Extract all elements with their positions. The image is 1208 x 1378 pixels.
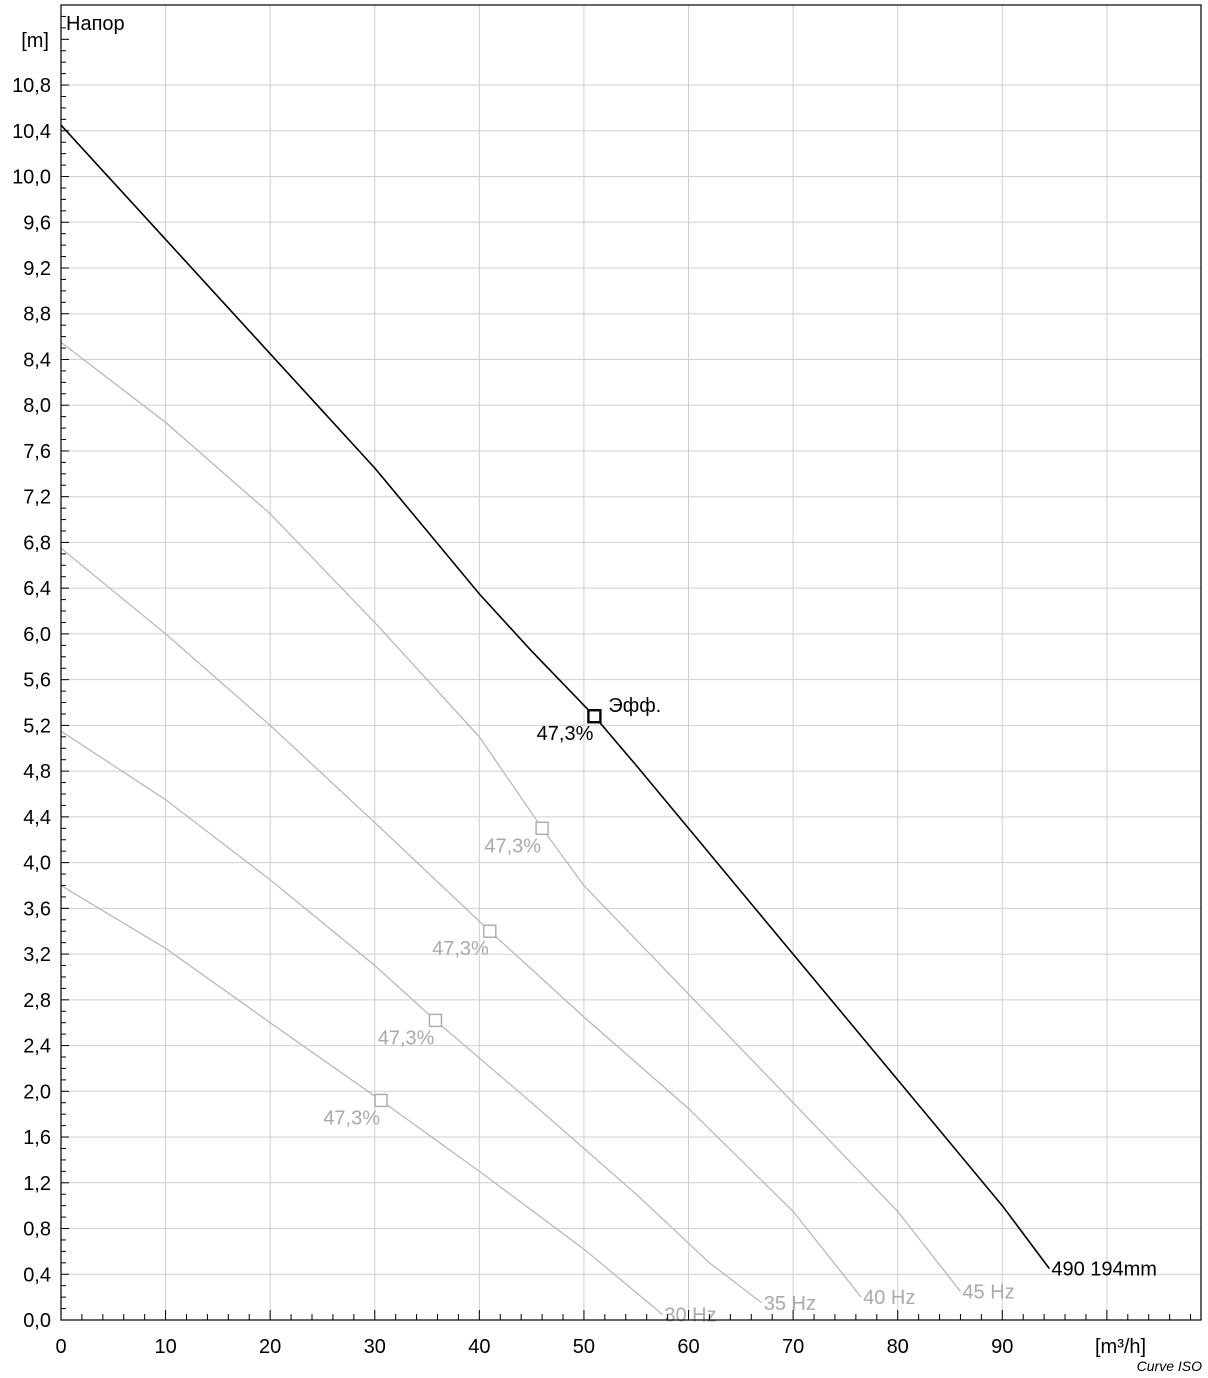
curves-layer: 490 194mm 47,3% Эфф. 45 Hz 47,3% 40 Hz 47,3% 35… (60, 124, 1157, 1326)
x-tick-label: 40 (468, 1336, 490, 1358)
series-line (60, 124, 1050, 1269)
x-tick-label: 0 (55, 1336, 66, 1358)
y-axis-title: Напор (66, 13, 125, 35)
bep-label: 47,3% (484, 835, 541, 857)
plot-frame (60, 4, 1202, 1321)
y-tick-label: 10,4 (12, 121, 51, 143)
y-tick-label: 0,4 (23, 1264, 51, 1286)
axis-ticks (60, 4, 1192, 1321)
y-tick-label: 9,2 (23, 258, 51, 280)
bep-marker (587, 709, 602, 724)
x-tick-label: 90 (991, 1336, 1013, 1358)
bep-label: 47,3% (323, 1107, 380, 1129)
bep-label: 47,3% (432, 938, 489, 960)
y-tick-label: 8,8 (23, 304, 51, 326)
series-label: 490 194mm (1051, 1259, 1157, 1281)
series-label: 45 Hz (962, 1281, 1014, 1303)
x-tick-label: 30 (364, 1336, 386, 1358)
y-tick-label: 6,0 (23, 624, 51, 646)
grid-lines (61, 5, 1201, 1320)
x-tick-label: 20 (259, 1336, 281, 1358)
series-line (60, 884, 663, 1315)
y-tick-label: 3,2 (23, 944, 51, 966)
y-tick-label: 0,8 (23, 1219, 51, 1241)
y-tick-label: 2,4 (23, 1036, 51, 1058)
y-tick-label: 5,6 (23, 670, 51, 692)
y-axis-unit: [m] (21, 30, 49, 52)
bep-marker (374, 1093, 388, 1108)
bep-label: 47,3% (378, 1027, 435, 1049)
y-tick-label: 2,0 (23, 1081, 51, 1103)
y-tick-label: 8,4 (23, 349, 51, 371)
y-tick-label: 9,6 (23, 212, 51, 234)
y-tick-label: 2,8 (23, 990, 51, 1012)
y-tick-label: 7,2 (23, 487, 51, 509)
y-tick-label: 4,8 (23, 761, 51, 783)
y-tick-label: 4,4 (23, 807, 51, 829)
y-tick-label: 0,0 (23, 1310, 51, 1332)
series-label: 40 Hz (863, 1287, 915, 1309)
x-tick-label: 10 (154, 1336, 176, 1358)
x-tick-label: 50 (573, 1336, 595, 1358)
x-tick-label: 80 (887, 1336, 909, 1358)
series-label: 35 Hz (764, 1293, 816, 1315)
axis-labels: 0 10 20 30 40 50 60 70 80 90 0,0 0,4 0,8 1,2 1,6 2,0 2,4… (12, 75, 1013, 1358)
y-tick-label: 1,2 (23, 1173, 51, 1195)
y-tick-label: 8,0 (23, 395, 51, 417)
series-label: 30 Hz (664, 1304, 716, 1326)
series-line (60, 547, 862, 1298)
footer-note: Curve ISO (1136, 1358, 1202, 1374)
bep-marker (535, 821, 549, 836)
y-tick-label: 10,0 (12, 167, 51, 189)
bep-label: 47,3% (537, 723, 594, 745)
y-tick-label: 3,6 (23, 898, 51, 920)
y-tick-label: 4,0 (23, 853, 51, 875)
bep-marker (428, 1013, 443, 1028)
y-tick-label: 6,4 (23, 578, 51, 600)
bep-marker (483, 924, 497, 938)
y-tick-label: 1,6 (23, 1127, 51, 1149)
x-tick-label: 70 (782, 1336, 804, 1358)
bep-annotation: Эфф. (608, 695, 661, 717)
x-tick-label: 60 (677, 1336, 699, 1358)
y-tick-label: 5,2 (23, 715, 51, 737)
x-axis-unit: [m³/h] (1095, 1336, 1146, 1358)
y-tick-label: 10,8 (12, 75, 51, 97)
y-tick-label: 7,6 (23, 441, 51, 463)
y-tick-label: 6,8 (23, 532, 51, 554)
